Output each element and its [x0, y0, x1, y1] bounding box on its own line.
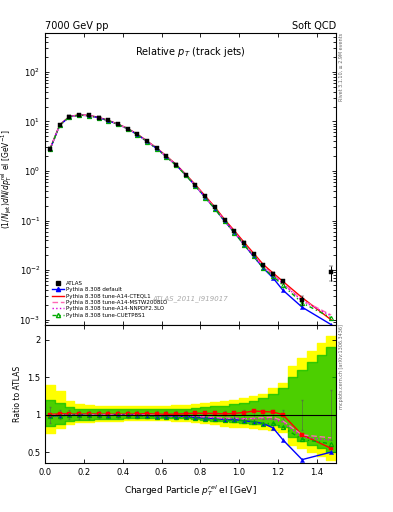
Text: mcplots.cern.ch [arXiv:1306.3436]: mcplots.cern.ch [arXiv:1306.3436] [339, 325, 344, 410]
Y-axis label: Ratio to ATLAS: Ratio to ATLAS [13, 366, 22, 422]
Text: 7000 GeV pp: 7000 GeV pp [45, 20, 109, 31]
Text: Relative $p_T$ (track jets): Relative $p_T$ (track jets) [135, 45, 246, 59]
Y-axis label: $(1/N_\mathrm{jet})dN/dp_T^\mathrm{rel}$ el [GeV$^{-1}$]: $(1/N_\mathrm{jet})dN/dp_T^\mathrm{rel}$… [0, 129, 14, 229]
X-axis label: Charged Particle $p_T^{rel}$ el [GeV]: Charged Particle $p_T^{rel}$ el [GeV] [124, 483, 257, 498]
Text: Rivet 3.1.10, ≥ 2.9M events: Rivet 3.1.10, ≥ 2.9M events [339, 33, 344, 101]
Legend: ATLAS, Pythia 8.308 default, Pythia 8.308 tune-A14-CTEQL1, Pythia 8.308 tune-A14: ATLAS, Pythia 8.308 default, Pythia 8.30… [51, 280, 169, 319]
Text: Soft QCD: Soft QCD [292, 20, 336, 31]
Text: ATLAS_2011_I919017: ATLAS_2011_I919017 [153, 295, 228, 302]
